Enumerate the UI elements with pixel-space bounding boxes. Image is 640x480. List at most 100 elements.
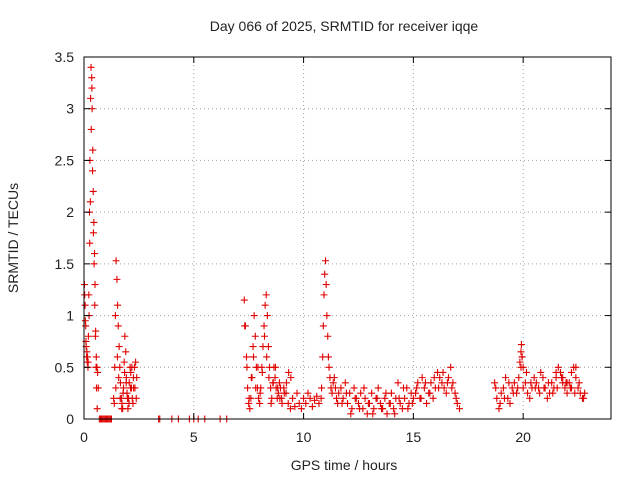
data-point	[243, 363, 251, 371]
data-point	[421, 379, 429, 387]
data-point	[537, 368, 545, 376]
data-point	[496, 399, 504, 407]
data-point	[448, 384, 456, 392]
data-point	[435, 384, 443, 392]
data-point	[251, 332, 259, 340]
data-point	[118, 405, 126, 413]
data-point	[286, 405, 294, 413]
data-point	[112, 257, 120, 265]
data-point	[386, 399, 394, 407]
data-point	[519, 363, 527, 371]
data-point	[124, 405, 132, 413]
data-point	[87, 125, 95, 133]
data-point	[240, 296, 248, 304]
data-point	[247, 374, 255, 382]
data-point	[242, 353, 250, 361]
data-point	[81, 301, 89, 309]
data-point	[328, 389, 336, 397]
data-point	[493, 394, 501, 402]
data-point	[572, 363, 580, 371]
data-point	[121, 332, 129, 340]
data-point	[581, 389, 589, 397]
data-point	[110, 394, 118, 402]
data-point	[373, 394, 381, 402]
data-point	[262, 291, 270, 299]
data-point	[543, 394, 551, 402]
data-point	[348, 405, 356, 413]
data-point	[539, 374, 547, 382]
data-point	[84, 358, 92, 366]
data-point	[88, 84, 96, 92]
data-point	[492, 384, 500, 392]
chart-title: Day 066 of 2025, SRMTID for receiver iqq…	[210, 18, 479, 34]
data-point	[536, 389, 544, 397]
data-point	[540, 384, 548, 392]
data-point	[271, 363, 279, 371]
data-point	[559, 374, 567, 382]
data-point	[119, 389, 127, 397]
y-tick-label: 0	[66, 411, 74, 427]
data-point	[544, 379, 552, 387]
data-point	[342, 389, 350, 397]
data-point	[93, 363, 101, 371]
x-tick-label: 20	[515, 429, 531, 445]
data-point	[91, 281, 99, 289]
data-point	[306, 394, 314, 402]
data-point	[84, 332, 92, 340]
data-point	[282, 379, 290, 387]
data-point	[390, 405, 398, 413]
data-point	[563, 379, 571, 387]
data-point	[399, 384, 407, 392]
data-point	[284, 399, 292, 407]
data-point	[442, 389, 450, 397]
data-point	[94, 368, 102, 376]
data-point	[455, 405, 463, 413]
data-point	[87, 63, 95, 71]
data-point	[86, 198, 94, 206]
data-point	[274, 384, 282, 392]
data-point	[350, 384, 358, 392]
data-point	[354, 399, 362, 407]
data-point	[81, 291, 89, 299]
data-point	[396, 399, 404, 407]
data-point	[115, 343, 123, 351]
data-point	[256, 399, 264, 407]
data-point	[567, 368, 575, 376]
plot-frame	[83, 56, 612, 420]
data-point	[113, 275, 121, 283]
data-point	[94, 384, 102, 392]
data-point	[116, 394, 124, 402]
data-point	[90, 218, 98, 226]
data-point	[258, 368, 266, 376]
data-point	[302, 399, 310, 407]
data-point	[451, 389, 459, 397]
y-axis-label: SRMTID / TECUs	[5, 183, 21, 293]
data-point	[128, 363, 136, 371]
data-point	[391, 410, 399, 418]
data-point	[360, 384, 368, 392]
data-point	[357, 389, 365, 397]
data-point	[132, 358, 140, 366]
data-point	[129, 374, 137, 382]
data-point	[254, 363, 262, 371]
data-point	[361, 394, 369, 402]
data-point	[250, 312, 258, 320]
data-point	[364, 399, 372, 407]
data-point	[337, 384, 345, 392]
data-point	[297, 405, 305, 413]
data-point	[412, 389, 420, 397]
data-point	[522, 368, 530, 376]
data-point	[87, 94, 95, 102]
data-point	[293, 389, 301, 397]
data-point	[414, 379, 422, 387]
data-point	[114, 322, 122, 330]
data-point	[381, 394, 389, 402]
data-point	[90, 260, 98, 268]
data-point	[89, 229, 97, 237]
data-point	[319, 322, 327, 330]
data-point	[575, 379, 583, 387]
data-point	[131, 384, 139, 392]
data-point	[263, 353, 271, 361]
data-point	[263, 312, 271, 320]
data-point	[356, 405, 364, 413]
